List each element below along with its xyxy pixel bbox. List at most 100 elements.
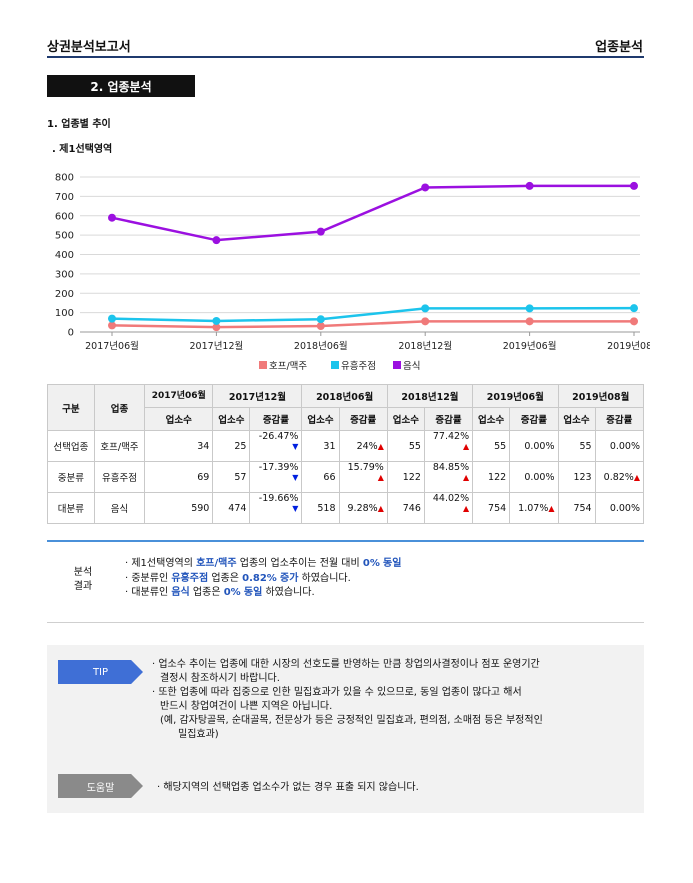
data-point <box>108 314 116 323</box>
rate-value: 0.00% <box>609 440 640 452</box>
highlight: 음식 <box>171 587 190 598</box>
y-tick-label: 500 <box>55 231 74 242</box>
up-triangle-icon: ▲ <box>377 503 384 513</box>
down-triangle-icon: ▼ <box>292 442 299 451</box>
tip-button[interactable]: TIP <box>58 660 143 684</box>
analysis-label: 분석 결과 <box>68 566 98 594</box>
text: 하였습니다. <box>262 587 315 598</box>
cell-count: 55 <box>557 430 596 462</box>
legend-label: 호프/맥주 <box>269 361 307 372</box>
cell-rate: 24%▲ <box>338 430 388 462</box>
rate-value: 0.00% <box>524 440 555 452</box>
cell-rate: -17.39% ▼ <box>249 461 303 493</box>
header-count: 업소수 <box>472 407 511 431</box>
header-upjong: 업종 <box>93 384 146 431</box>
rate-value: -26.47% <box>258 431 299 442</box>
line-chart: 0 100 200 300 400 500 600 700 800 2017년06월 2017년12… <box>55 173 650 373</box>
cell-count: 746 <box>386 492 425 524</box>
cell-gubun: 대분류 <box>47 492 95 524</box>
data-point <box>212 323 221 332</box>
header-period: 2018년06월 <box>301 384 388 408</box>
up-triangle-icon: ▲ <box>462 504 470 513</box>
tip-line: 밀집효과) <box>178 729 219 740</box>
header-count: 업소수 <box>212 407 251 431</box>
data-point <box>525 304 534 313</box>
cell-count: 34 <box>144 430 214 462</box>
x-tick-label: 2018년12월 <box>398 340 452 352</box>
up-triangle-icon: ▲ <box>377 441 384 451</box>
up-triangle-icon: ▲ <box>462 442 470 451</box>
header-count: 업소수 <box>557 407 596 431</box>
cell-count: 66 <box>301 461 340 493</box>
data-point <box>630 304 638 313</box>
cell-rate: 9.28%▲ <box>338 492 388 524</box>
analysis-label-line2: 결과 <box>73 581 93 592</box>
rate-value: 0.82% <box>603 471 634 483</box>
data-point <box>421 317 430 326</box>
cell-count: 57 <box>212 461 251 493</box>
y-tick-label: 300 <box>55 269 74 280</box>
header-count: 업소수 <box>301 407 340 431</box>
analysis-divider <box>47 540 644 542</box>
x-tick-label: 2019년06월 <box>503 340 557 352</box>
text: 업종의 업소추이는 전월 대비 <box>236 558 363 569</box>
text: 업종은 <box>208 572 243 584</box>
report-title: 상권분석보고서 <box>47 40 131 55</box>
rate-value: 84.85% <box>432 462 470 473</box>
rate-value: 0.00% <box>609 502 640 514</box>
header-rate: 증감률 <box>594 407 645 431</box>
data-point <box>212 236 221 245</box>
rate-value: -17.39% <box>258 462 299 473</box>
cell-rate: -26.47% ▼ <box>249 430 303 462</box>
tip-line: · 또한 업종에 따라 집중으로 인한 밀집효과가 있을 수 있으므로, 동일 … <box>152 687 522 698</box>
header-period: 2019년06월 <box>472 384 559 408</box>
cell-count: 754 <box>557 492 596 524</box>
help-button[interactable]: 도움말 <box>58 774 143 798</box>
down-triangle-icon: ▼ <box>292 504 299 513</box>
data-point <box>108 213 116 222</box>
cell-count: 55 <box>386 430 425 462</box>
x-tick-label: 2017년06월 <box>85 340 139 352</box>
analysis-line-1: · 제1선택영역의 호프/맥주 업종의 업소추이는 전월 대비 0% 동일 <box>125 557 401 572</box>
y-tick-label: 400 <box>55 250 74 261</box>
tip-panel <box>47 645 644 813</box>
header-period: 2017년12월 <box>212 384 303 408</box>
tip-text: · 업소수 추이는 업종에 대한 시장의 선호도를 반영하는 만큼 창업의사결정… <box>152 658 637 742</box>
tip-line: 반드시 창업여건이 나쁜 지역은 아닙니다. <box>160 701 333 712</box>
data-point <box>630 181 638 190</box>
cell-gubun: 중분류 <box>47 461 95 493</box>
x-tick-label: 2018년06월 <box>294 340 348 352</box>
highlight: 0.82% <box>242 572 277 584</box>
data-point <box>108 321 116 330</box>
up-triangle-icon: ▲ <box>548 503 555 513</box>
analysis-text: · 제1선택영역의 호프/맥주 업종의 업소추이는 전월 대비 0% 동일 · … <box>125 557 401 601</box>
header-period: 2019년08월 <box>557 384 645 408</box>
rate-value: 77.42% <box>432 431 470 442</box>
divider <box>47 622 644 623</box>
section-label: 업종분석 <box>595 40 643 55</box>
data-point <box>525 317 534 326</box>
cell-upjong: 음식 <box>93 492 146 524</box>
legend-label: 유흥주점 <box>341 360 376 372</box>
header-rate: 증감률 <box>338 407 388 431</box>
highlight: 동일 <box>243 587 263 598</box>
data-point <box>316 315 325 324</box>
table-row: 대분류 음식 590 474 -19.66% ▼ 518 9.28%▲ 746 44.02% ▲ 75… <box>47 492 645 524</box>
up-triangle-icon: ▲ <box>462 473 470 482</box>
cell-count: 122 <box>472 461 511 493</box>
cell-count: 69 <box>144 461 214 493</box>
analysis-line-3: · 대분류인 음식 업종은 0% 동일 하였습니다. <box>125 586 401 601</box>
header-period: 2017년06월 <box>144 384 214 408</box>
y-tick-label: 200 <box>55 289 74 300</box>
series-line <box>111 184 634 242</box>
cell-count: 474 <box>212 492 251 524</box>
cell-rate: 0.00% <box>509 461 559 493</box>
data-point <box>421 304 430 313</box>
table-row: 선택업종 호프/맥주 34 25 -26.47% ▼ 31 24%▲ 55 77.42% ▲ 55 0.… <box>47 430 645 462</box>
text: 하였습니다. <box>298 572 351 584</box>
data-point <box>316 227 325 236</box>
cell-rate: 15.79% ▲ <box>338 461 388 493</box>
cell-rate: 84.85% ▲ <box>423 461 474 493</box>
rate-value: 0.00% <box>524 471 555 483</box>
header-period: 2018년12월 <box>386 384 474 408</box>
